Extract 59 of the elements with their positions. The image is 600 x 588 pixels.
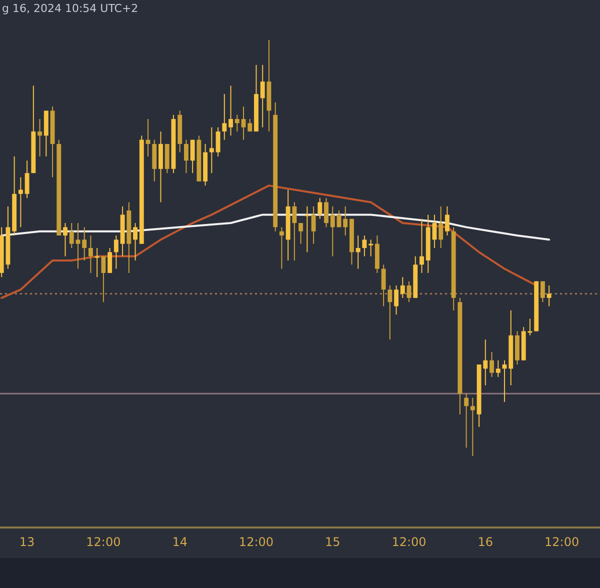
candlestick xyxy=(362,235,367,257)
candlestick xyxy=(444,206,450,236)
candlestick xyxy=(63,222,68,257)
candlestick xyxy=(400,276,405,298)
candlestick xyxy=(82,226,87,261)
candlestick xyxy=(496,360,500,378)
candlestick xyxy=(24,160,30,199)
candlestick xyxy=(108,247,112,274)
candlestick xyxy=(222,94,227,140)
candlestick xyxy=(76,222,80,270)
candlestick xyxy=(368,239,374,257)
candlestick xyxy=(304,206,310,253)
candlestick xyxy=(228,85,233,136)
candlestick xyxy=(420,218,424,274)
candlestick xyxy=(248,118,252,132)
candlestick xyxy=(209,126,214,174)
candlestick xyxy=(234,114,240,132)
x-tick-label: 12:00 xyxy=(544,534,580,549)
candlestick xyxy=(279,226,284,270)
candlestick xyxy=(540,280,545,303)
candlestick xyxy=(190,139,195,174)
candlestick xyxy=(114,235,118,270)
candlestick xyxy=(216,126,220,157)
candlestick xyxy=(394,284,399,316)
candlestick xyxy=(298,222,304,244)
candlestick xyxy=(406,280,412,303)
candlestick xyxy=(318,198,322,220)
candlestick xyxy=(311,206,316,244)
candlestick xyxy=(38,118,42,157)
candlestick xyxy=(490,352,494,378)
candlestick xyxy=(94,247,100,278)
candlestick xyxy=(546,284,552,307)
candlestick xyxy=(381,264,386,307)
candlestick xyxy=(241,106,246,140)
candlestick xyxy=(470,397,475,457)
x-tick-label: 14 xyxy=(172,534,188,549)
text: g 16, 2024 10:54 UTC+2 xyxy=(2,2,138,15)
candlestick xyxy=(356,235,360,270)
candlestick xyxy=(133,222,138,261)
x-tick-label: 16 xyxy=(478,534,494,549)
candlestick xyxy=(292,202,297,261)
candlestick xyxy=(69,222,74,248)
candlestick xyxy=(324,198,328,228)
candlestick xyxy=(464,393,469,448)
x-tick-label: 12:00 xyxy=(238,534,274,549)
candlestick xyxy=(336,210,342,228)
candlestick xyxy=(260,64,265,128)
candlestick xyxy=(88,235,93,274)
x-tick-label: 15 xyxy=(324,534,340,549)
candlestick xyxy=(184,139,188,174)
candlestick xyxy=(438,206,444,248)
candlestick xyxy=(330,206,335,257)
candlestick xyxy=(18,176,23,228)
x-tick-label: 13 xyxy=(19,534,35,549)
x-tick-label: 12:00 xyxy=(86,534,121,549)
candlestick xyxy=(343,206,348,236)
x-tick-label: 12:00 xyxy=(392,534,426,549)
candlestick xyxy=(101,256,106,303)
candlestick xyxy=(388,284,392,340)
